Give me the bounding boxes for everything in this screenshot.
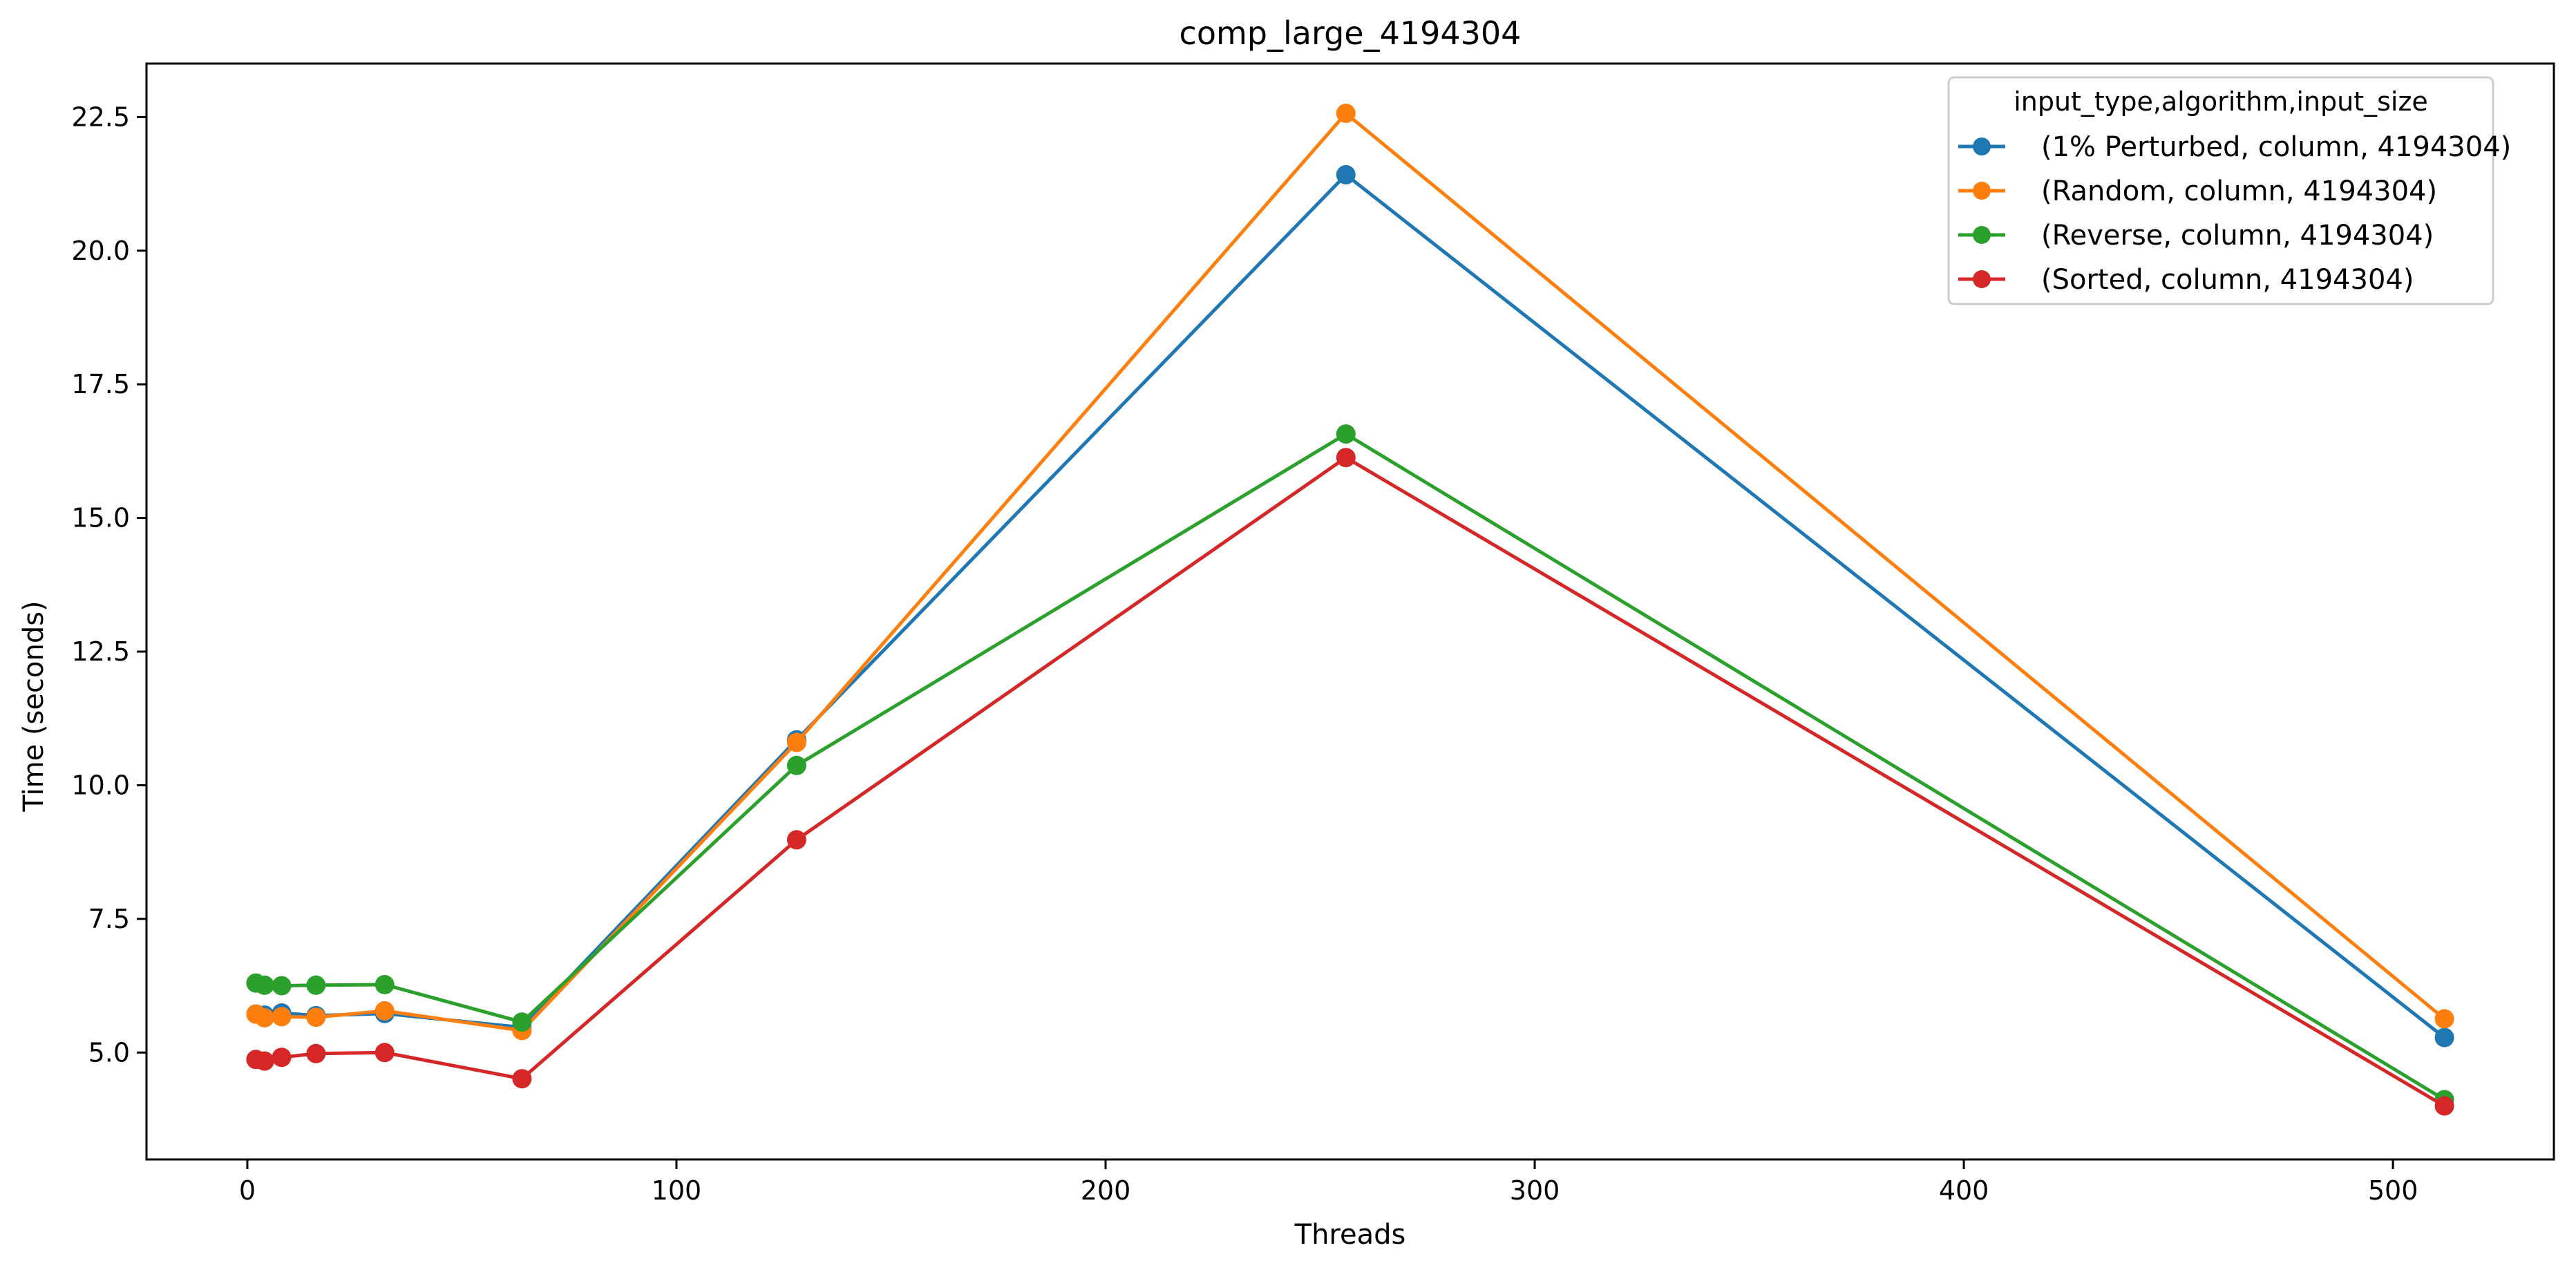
data-point [512,1012,532,1032]
data-point [272,1007,292,1027]
data-point [512,1069,532,1089]
legend-label: (1% Perturbed, column, 4194304) [2041,131,2511,163]
data-point [254,1051,274,1071]
x-axis-label: Threads [1294,1219,1406,1251]
legend-label: (Random, column, 4194304) [2041,176,2437,207]
data-point [272,976,292,996]
data-point [1336,448,1356,468]
legend-marker [1973,138,1991,155]
data-point [254,975,274,995]
legend-item: (Sorted, column, 4194304) [1958,264,2414,296]
y-tick-label: 10.0 [71,770,130,800]
data-point [306,975,326,995]
data-point [2434,1096,2454,1116]
legend-marker [1973,226,1991,244]
legend-marker [1973,182,1991,200]
y-tick-label: 22.5 [71,102,130,132]
data-point [2434,1027,2454,1048]
y-tick-label: 15.0 [71,503,130,533]
x-tick-label: 400 [1939,1175,1989,1206]
y-tick-label: 20.0 [71,236,130,266]
legend-title: input_type,algorithm,input_size [2014,86,2428,117]
legend-box [1947,76,2494,305]
data-point [1336,104,1356,123]
y-tick-label: 5.0 [88,1037,130,1068]
chart-title: comp_large_4194304 [1180,15,1522,52]
plot-area [246,104,2454,1116]
data-point [786,830,806,850]
data-point [272,1048,292,1068]
data-point [375,975,395,994]
axes-frame [145,62,2555,1161]
legend: input_type,algorithm,input_size (1% Pertu… [1947,76,2511,305]
data-point [375,1001,395,1021]
data-point [786,755,806,775]
x-tick-label: 0 [239,1175,256,1206]
series-3 [246,448,2454,1116]
legend-label: (Sorted, column, 4194304) [2041,264,2414,296]
legend-item: (Reverse, column, 4194304) [1958,220,2434,252]
y-tick-label: 17.5 [71,369,130,399]
data-point [786,732,806,752]
legend-item: (1% Perturbed, column, 4194304) [1958,131,2511,163]
data-point [306,1043,326,1063]
y-tick-label: 7.5 [88,904,130,934]
x-tick-label: 300 [1510,1175,1560,1206]
data-point [1336,424,1356,444]
x-tick-label: 500 [2368,1175,2418,1206]
data-point [306,1007,326,1027]
legend-marker [1973,270,1991,288]
x-tick-label: 200 [1081,1175,1131,1206]
x-tick-label: 100 [652,1175,702,1206]
data-point [1336,164,1356,184]
axes: 0 100 200 300 400 500 5.0 7.5 10.0 12.5 15.0 17.5 20… [71,62,2555,1206]
legend-item: (Random, column, 4194304) [1958,176,2437,207]
data-point [2434,1009,2454,1029]
y-axis-label: Time (seconds) [18,600,50,812]
data-point [254,1008,274,1027]
data-point [375,1043,395,1063]
legend-label: (Reverse, column, 4194304) [2041,220,2434,252]
y-tick-label: 12.5 [71,636,130,667]
